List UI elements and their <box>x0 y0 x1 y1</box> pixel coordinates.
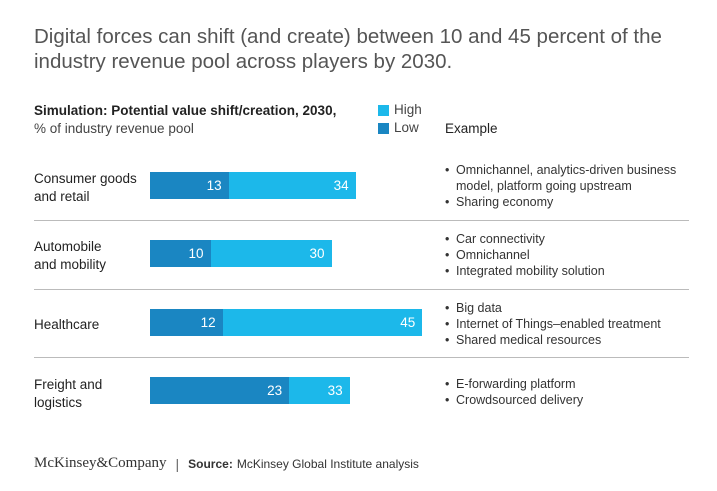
bar-low-healthcare: 12 <box>150 309 223 336</box>
category-label-line: Freight and <box>34 377 103 392</box>
examples-freight-and-logistics: E-forwarding platformCrowdsourced delive… <box>445 376 705 408</box>
footer-separator: | <box>175 455 180 472</box>
bar-low-freight-and-logistics: 23 <box>150 377 290 404</box>
row-divider <box>34 357 689 358</box>
footer: McKinsey&Company | Source: McKinsey Glob… <box>34 455 419 472</box>
category-label-consumer-goods-and-retail: Consumer goods and retail <box>34 170 154 206</box>
example-item: Car connectivity <box>445 231 705 247</box>
row-divider <box>34 220 689 221</box>
category-label-line: Healthcare <box>34 317 100 332</box>
legend-swatch-low <box>378 122 389 134</box>
example-column-header: Example <box>445 121 498 136</box>
source-text: McKinsey Global Institute analysis <box>236 456 419 471</box>
example-item: Internet of Things–enabled treatment <box>445 316 705 332</box>
example-item: Omnichannel, analytics-driven business m… <box>445 162 705 194</box>
example-item: Omnichannel <box>445 247 705 263</box>
example-item: E-forwarding platform <box>445 376 705 392</box>
legend-label-low: Low <box>394 120 419 135</box>
category-label-line: Automobile <box>34 239 102 254</box>
example-item: Shared medical resources <box>445 332 705 348</box>
category-label-healthcare: Healthcare <box>34 316 154 334</box>
subtitle-unit: % of industry revenue pool <box>34 121 194 136</box>
examples-automobile-and-mobility: Car connectivityOmnichannelIntegrated mo… <box>445 231 705 279</box>
legend-item-low: Low <box>378 119 422 137</box>
legend-item-high: High <box>378 101 422 119</box>
example-item: Sharing economy <box>445 194 705 210</box>
source-label: Source: <box>188 456 233 471</box>
example-item: Integrated mobility solution <box>445 263 705 279</box>
category-label-line: and mobility <box>34 257 107 272</box>
legend-label-high: High <box>394 102 422 117</box>
category-label-line: and retail <box>34 189 90 204</box>
subtitle-main: Simulation: Potential value shift/creati… <box>34 103 337 118</box>
chart-subtitle: Simulation: Potential value shift/creati… <box>34 102 336 138</box>
category-label-line: logistics <box>34 395 83 410</box>
examples-consumer-goods-and-retail: Omnichannel, analytics-driven business m… <box>445 162 705 210</box>
category-label-automobile-and-mobility: Automobile and mobility <box>34 238 154 274</box>
bar-low-consumer-goods-and-retail: 13 <box>150 172 229 199</box>
bar-low-automobile-and-mobility: 10 <box>150 240 211 267</box>
examples-healthcare: Big dataInternet of Things–enabled treat… <box>445 300 705 348</box>
category-label-line: Consumer goods <box>34 171 137 186</box>
row-divider <box>34 289 689 290</box>
chart-legend: High Low <box>378 101 422 137</box>
example-item: Big data <box>445 300 705 316</box>
chart-title: Digital forces can shift (and create) be… <box>34 25 662 73</box>
example-item: Crowdsourced delivery <box>445 392 705 408</box>
mckinsey-logo: McKinsey&Company <box>34 455 167 471</box>
category-label-freight-and-logistics: Freight and logistics <box>34 376 154 412</box>
legend-swatch-high <box>378 104 389 116</box>
